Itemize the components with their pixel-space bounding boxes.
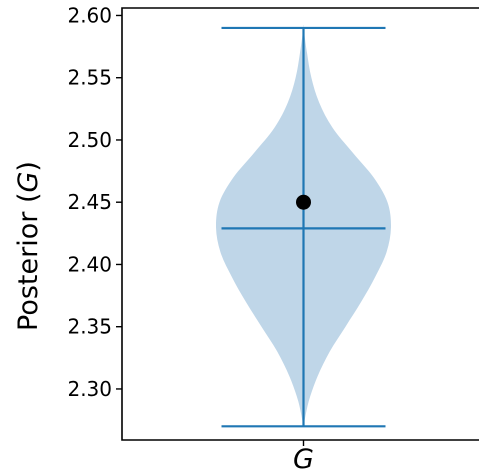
y-axis-label-close: ): [13, 161, 44, 172]
x-ticks: G: [293, 440, 314, 474]
y-tick-label: 2.50: [67, 128, 112, 152]
y-tick-label: 2.55: [67, 66, 112, 90]
axes: [121, 7, 479, 441]
y-axis-label: Posterior (G): [13, 161, 44, 331]
plot-frame: [121, 7, 479, 441]
y-axis-label-text: Posterior (: [13, 193, 44, 331]
x-tick-label: G: [293, 444, 314, 474]
y-tick-label: 2.30: [67, 377, 112, 401]
y-ticks: 2.30 2.35 2.40 2.45 2.50 2.55 2.60: [67, 3, 122, 401]
violin-layer: [215, 24, 392, 428]
y-tick-label: 2.40: [67, 252, 112, 276]
y-tick-label: 2.35: [67, 315, 112, 339]
y-tick-label: 2.45: [67, 190, 112, 214]
y-tick-label: 2.60: [67, 3, 112, 27]
point-estimate-marker: [296, 194, 311, 210]
y-axis-label-symbol: G: [13, 172, 44, 193]
